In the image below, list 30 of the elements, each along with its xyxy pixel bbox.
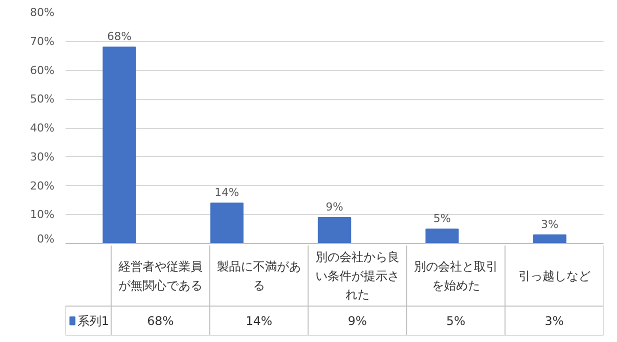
x-tick-label: 別の会社と取引を始めた xyxy=(414,259,498,292)
x-tick-label: 引っ越しなど xyxy=(518,268,590,283)
y-tick-label: 50% xyxy=(30,92,55,106)
x-tick-label: 経営者や従業員が無関心である xyxy=(117,259,202,292)
y-tick-label: 20% xyxy=(30,179,55,192)
y-tick-label: 10% xyxy=(30,208,55,222)
x-tick-label: 別の会社から良い条件が提示された xyxy=(315,250,400,302)
y-tick-label: 40% xyxy=(30,122,55,134)
bar xyxy=(210,202,244,244)
y-tick-label: 80% xyxy=(30,6,55,19)
text: 14% xyxy=(214,186,240,200)
bar xyxy=(533,234,566,244)
text: 5% xyxy=(433,212,451,226)
text: 3% xyxy=(540,218,558,231)
y-tick-label: 0% xyxy=(37,232,54,246)
bar xyxy=(318,217,352,244)
text: 9% xyxy=(326,200,344,214)
data-label: 9% xyxy=(348,314,367,328)
bar xyxy=(425,228,459,244)
data-label: 14% xyxy=(246,314,272,328)
data-label: 5% xyxy=(446,314,466,328)
data-label: 68% xyxy=(147,314,174,328)
y-tick-label: 30% xyxy=(30,150,55,164)
x-tick-label: 製品に不満がある xyxy=(216,259,301,292)
bar xyxy=(102,46,136,244)
text: 68% xyxy=(107,30,132,44)
y-tick-label: 70% xyxy=(30,34,55,48)
y-tick-label: 60% xyxy=(30,64,55,77)
data-label: 3% xyxy=(544,314,564,328)
legend-label: 系列1 xyxy=(77,314,109,328)
